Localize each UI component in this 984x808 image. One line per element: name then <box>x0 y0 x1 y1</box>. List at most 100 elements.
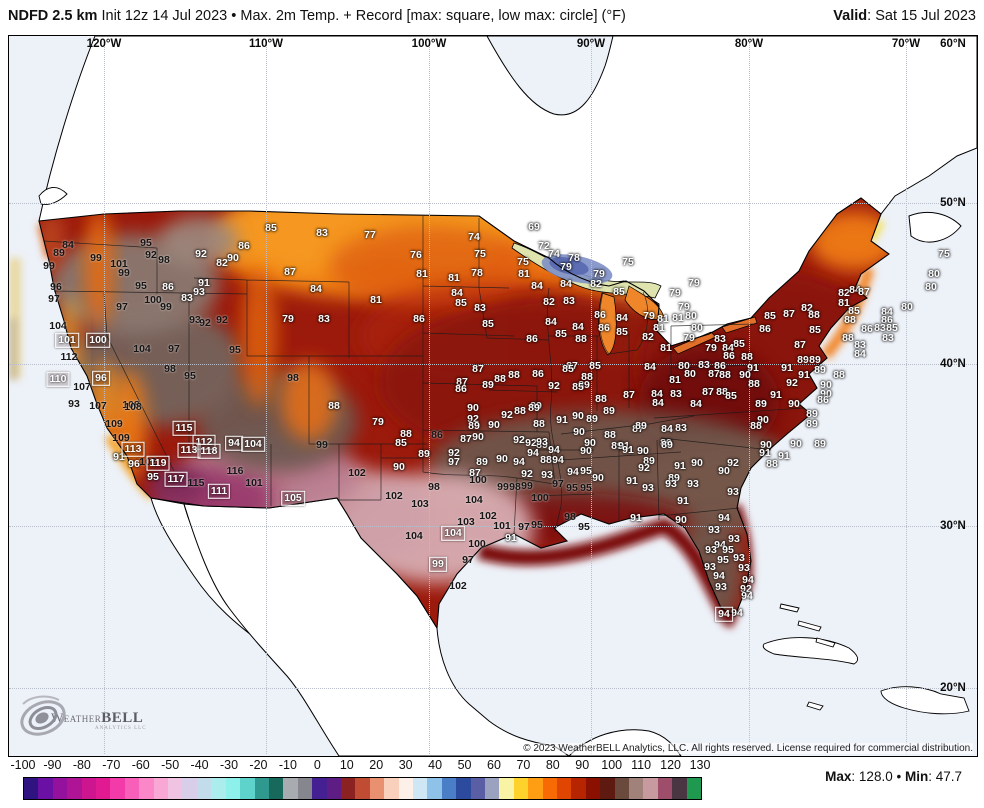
temp-label: 88 <box>766 457 778 470</box>
temp-label: 80 <box>684 367 696 380</box>
temp-label: 85 <box>733 337 745 350</box>
temp-label: 101 <box>110 257 128 270</box>
colorbar-tick: 80 <box>545 758 560 772</box>
temp-label: 90 <box>760 438 772 451</box>
great-lakes <box>511 242 758 356</box>
temp-label: 85 <box>395 436 407 449</box>
temp-label: 107 <box>73 380 91 393</box>
temp-label: 90 <box>580 444 592 457</box>
temp-label: 74 <box>548 247 560 260</box>
temp-label: 83 <box>563 294 575 307</box>
temp-label: 92 <box>199 316 211 329</box>
longitude-label: 70°W <box>891 38 921 50</box>
temp-label: 98 <box>287 371 299 384</box>
temp-label: 87 <box>469 466 481 479</box>
temp-label: 94 <box>718 511 730 524</box>
state-borders <box>43 216 805 535</box>
temp-label: 91 <box>759 446 771 459</box>
colorbar-segment <box>441 778 457 799</box>
colorbar <box>23 777 702 800</box>
temp-label: 104 <box>133 342 151 355</box>
temp-label: 89 <box>643 454 655 467</box>
temp-label: 93 <box>665 477 677 490</box>
temp-label: 88 <box>328 399 340 412</box>
colorbar-segment <box>557 778 572 799</box>
temp-label: 87 <box>472 362 484 375</box>
temp-label: 85 <box>589 359 601 372</box>
temp-label: 88 <box>750 419 762 432</box>
temp-label: 91 <box>113 450 125 463</box>
colorbar-segment <box>268 778 284 799</box>
temp-label: 79 <box>643 309 655 322</box>
longitude-label: 90°W <box>576 38 606 50</box>
temp-label: 87 <box>708 367 720 380</box>
temp-label: 85 <box>455 296 467 309</box>
temp-label: 90 <box>757 413 769 426</box>
temp-label: 87 <box>284 265 296 278</box>
temp-label: 93 <box>536 435 548 448</box>
colorbar-tick: 70 <box>516 758 531 772</box>
temp-label: 84 <box>881 305 893 318</box>
temp-label: 93 <box>708 523 720 536</box>
temp-label: 98 <box>564 510 576 523</box>
temp-label: 108 <box>122 398 140 411</box>
temp-label: 88 <box>842 331 854 344</box>
temp-label: 87 <box>702 385 714 398</box>
colorbar-tick: 130 <box>689 758 711 772</box>
temp-label: 90 <box>820 387 832 400</box>
temp-label: 88 <box>540 453 552 466</box>
colorbar-tick: -90 <box>43 758 62 772</box>
temp-label: 99 <box>90 251 102 264</box>
temp-label: 94 <box>714 538 726 551</box>
temp-label: 89 <box>660 436 672 449</box>
temp-label: 85 <box>572 380 584 393</box>
temp-label: 101 <box>493 519 511 532</box>
temp-label: 84 <box>690 397 702 410</box>
colorbar-tick: -70 <box>102 758 121 772</box>
temp-label: 94 <box>713 569 725 582</box>
temp-label: 91 <box>626 474 638 487</box>
temp-label: 89 <box>482 378 494 391</box>
record-max-label: 117 <box>164 471 188 487</box>
temp-label: 102 <box>385 489 403 502</box>
temp-label: 92 <box>501 408 513 421</box>
temp-label: 99 <box>316 438 328 451</box>
temp-label: 89 <box>468 419 480 432</box>
temp-label: 97 <box>448 455 460 468</box>
temp-label: 100 <box>531 491 549 504</box>
temp-label: 85 <box>764 309 776 322</box>
colorbar-segment <box>686 778 702 799</box>
temp-label: 92 <box>740 582 752 595</box>
temp-label: 93 <box>733 551 745 564</box>
temp-label: 108 <box>124 400 142 413</box>
temp-label: 87 <box>632 422 644 435</box>
longitude-label: 100°W <box>411 38 447 50</box>
temp-label: 88 <box>716 385 728 398</box>
product-title: NDFD 2.5 km <box>8 8 98 24</box>
temp-label: 79 <box>593 267 605 280</box>
colorbar-segment <box>312 778 327 799</box>
temp-label: 97 <box>552 477 564 490</box>
temp-label: 83 <box>882 331 894 344</box>
temp-label: 99 <box>521 479 533 492</box>
colorbar-segment <box>485 778 500 799</box>
temp-label: 83 <box>714 332 726 345</box>
colorbar-segment <box>427 778 442 799</box>
longitude-label: 120°W <box>86 38 122 50</box>
colorbar-tick: 0 <box>313 758 321 772</box>
colorbar-segment <box>412 778 428 799</box>
temp-label: 82 <box>543 295 555 308</box>
temp-label: 92 <box>195 247 207 260</box>
temp-label: 91 <box>198 276 210 289</box>
colorbar-segment <box>571 778 586 799</box>
temp-label: 79 <box>688 276 700 289</box>
colorbar-segment <box>240 778 255 799</box>
colorbar-segment <box>340 778 356 799</box>
temp-label: 94 <box>742 573 754 586</box>
temp-label: 89 <box>806 407 818 420</box>
temp-label: 91 <box>618 439 630 452</box>
latitude-label: 40°N <box>940 358 966 370</box>
temp-label: 92 <box>727 456 739 469</box>
temp-label: 100 <box>469 473 487 486</box>
colorbar-segment <box>283 778 298 799</box>
